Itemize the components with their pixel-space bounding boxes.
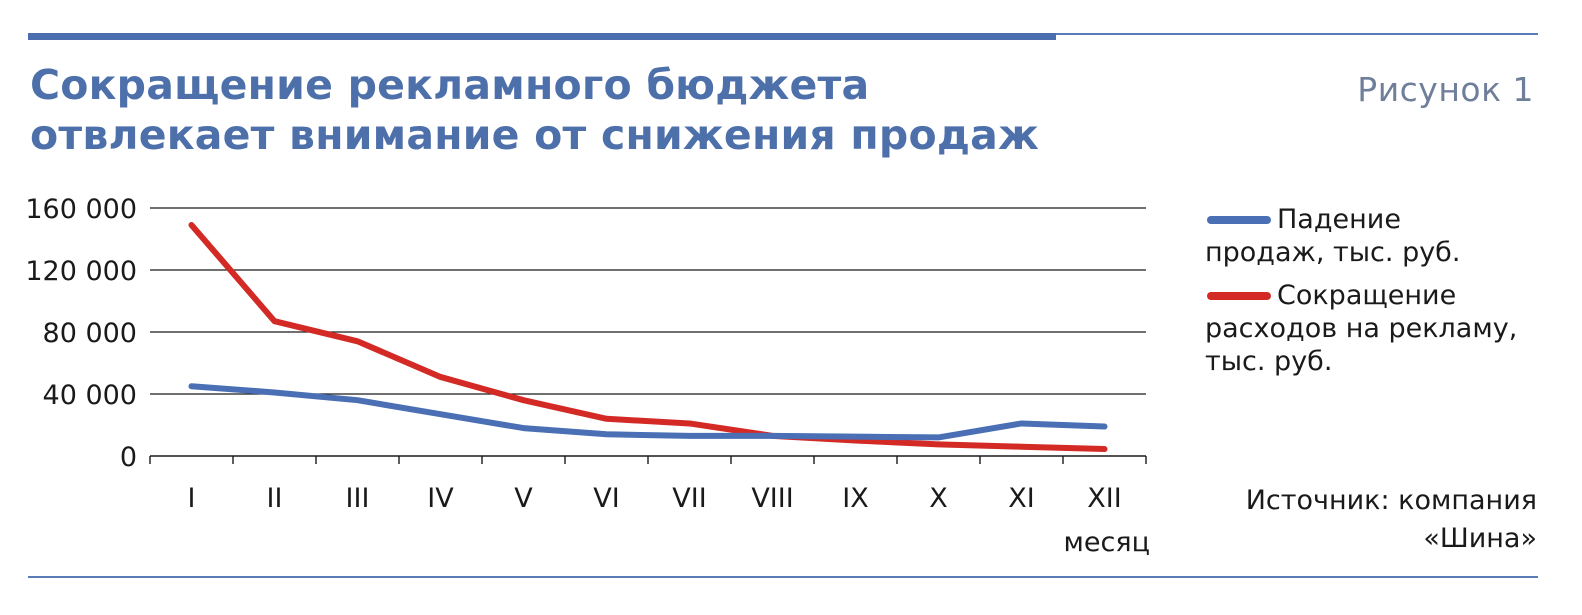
legend-item-sales: Падение продаж, тыс. руб. (1205, 203, 1545, 269)
source-note: Источник: компания «Шина» (1246, 482, 1537, 558)
legend: Падение продаж, тыс. руб. Сокращение рас… (1205, 203, 1545, 388)
x-tick-label: VII (672, 483, 706, 514)
legend-label-ad-spend-line-1: Сокращение (1277, 280, 1457, 311)
x-tick-label: V (514, 483, 533, 514)
top-rule-accent (28, 33, 1056, 40)
x-tick-label: VIII (751, 483, 793, 514)
y-tick-label: 160 000 (25, 194, 137, 225)
bottom-rule (28, 576, 1538, 578)
x-tick-label: III (346, 483, 370, 514)
source-line-1: Источник: компания (1245, 485, 1537, 516)
series-line-ad-spend (188, 222, 1108, 453)
x-tick-label: XI (1008, 483, 1034, 514)
legend-label-sales-line-1: Падение (1277, 204, 1401, 235)
x-tick-label: IV (427, 483, 454, 514)
legend-item-ad-spend: Сокращение расходов на рекламу, тыс. руб… (1205, 279, 1545, 378)
legend-label-ad-spend-line-3: тыс. руб. (1205, 346, 1333, 377)
legend-swatch-sales (1207, 216, 1271, 224)
legend-swatch-ad-spend (1207, 292, 1271, 300)
legend-label-sales-line-2: продаж, тыс. руб. (1205, 237, 1461, 268)
x-tick-label: X (929, 483, 948, 514)
series-line-sales (188, 383, 1108, 441)
x-axis-label: месяц (1064, 527, 1150, 558)
chart-title-line-2: отвлекает внимание от снижения продаж (30, 111, 1040, 159)
chart-title: Сокращение рекламного бюджета отвлекает … (30, 60, 1039, 160)
x-tick-label: XII (1087, 483, 1121, 514)
x-tick-label: IX (842, 483, 868, 514)
x-tick-label: II (267, 483, 283, 514)
y-tick-label: 0 (120, 442, 137, 473)
x-tick-label: VI (593, 483, 619, 514)
x-tick-label: I (188, 483, 196, 514)
y-tick-label: 40 000 (43, 380, 137, 411)
source-line-2: «Шина» (1423, 523, 1537, 554)
legend-label-ad-spend-line-2: расходов на рекламу, (1205, 313, 1518, 344)
chart-title-line-1: Сокращение рекламного бюджета (30, 61, 870, 109)
figure-label: Рисунок 1 (1357, 70, 1534, 109)
y-tick-label: 80 000 (43, 318, 137, 349)
y-tick-label: 120 000 (25, 256, 137, 287)
